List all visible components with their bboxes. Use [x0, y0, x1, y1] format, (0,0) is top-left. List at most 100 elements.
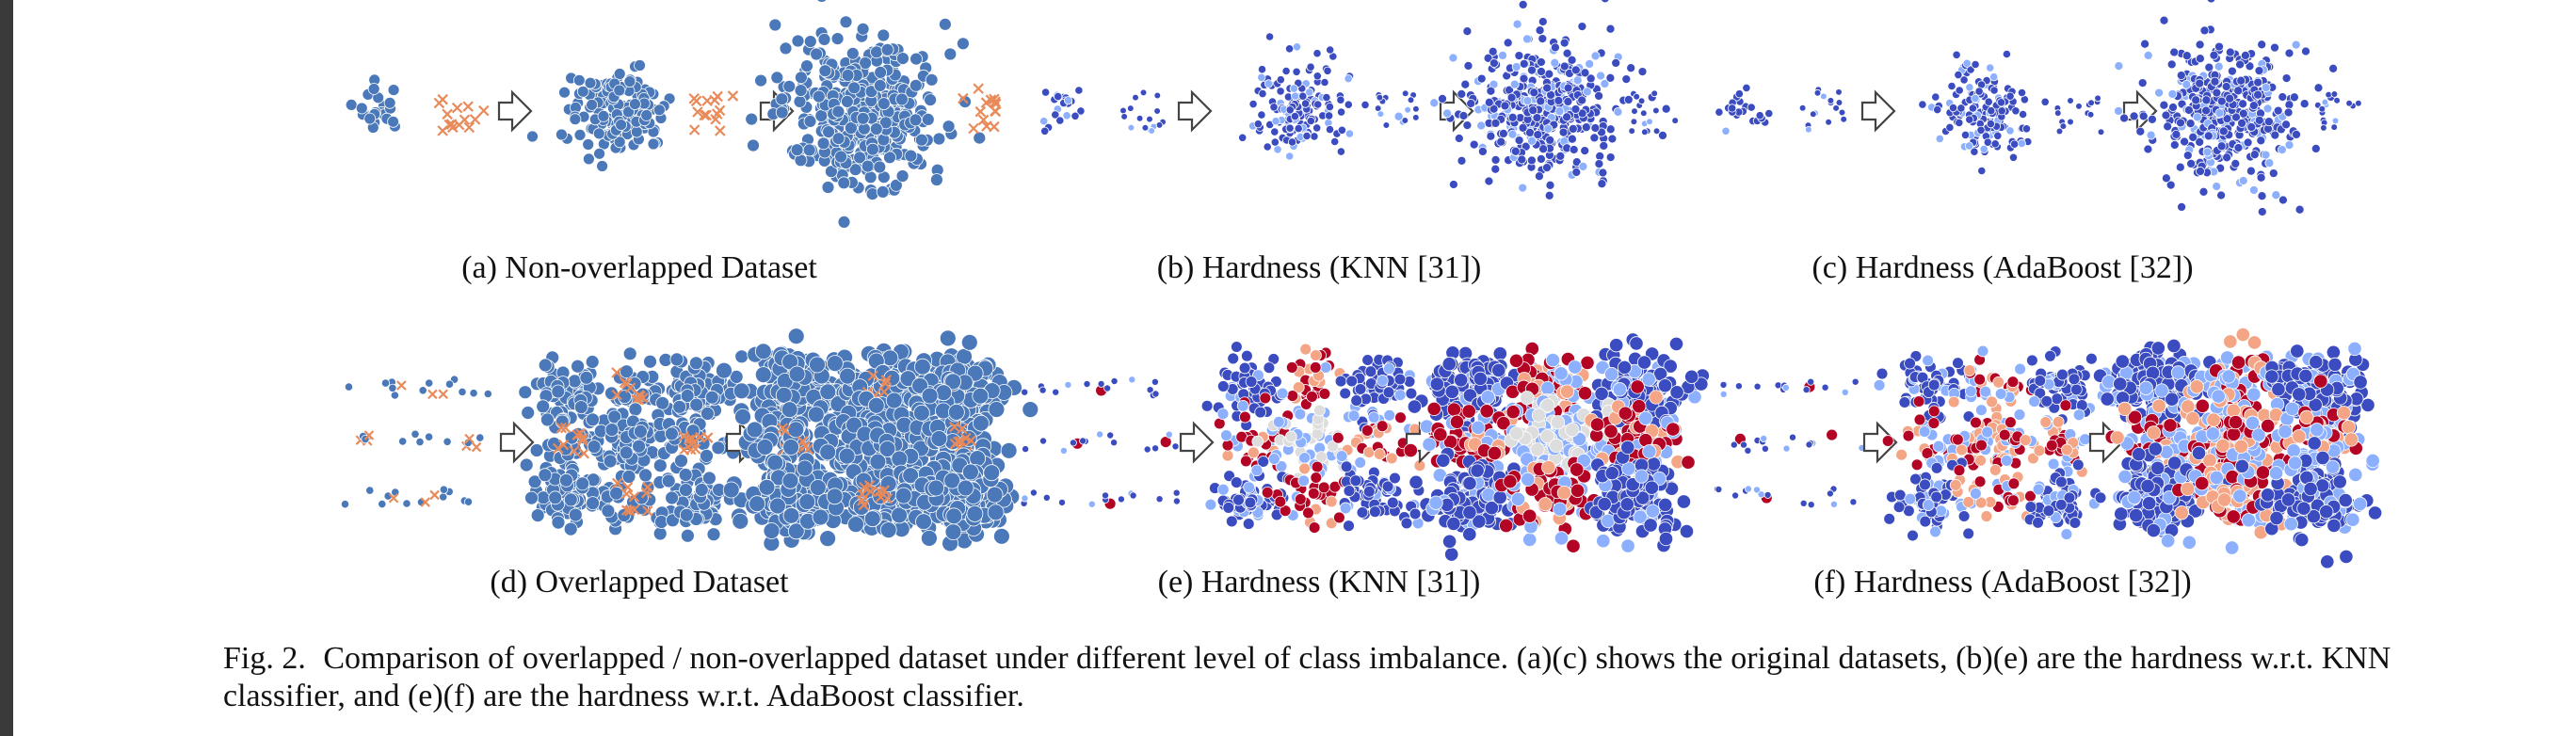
data-point [1299, 343, 1312, 356]
data-point [1216, 483, 1230, 496]
data-point [613, 136, 626, 149]
data-point [1668, 336, 1684, 352]
data-point [1518, 0, 1528, 9]
data-point [1393, 373, 1407, 386]
data-point [622, 346, 637, 361]
data-point [2238, 99, 2248, 109]
data-point [1463, 60, 1473, 71]
data-point [966, 505, 984, 522]
data-point [1643, 518, 1658, 533]
data-point [1484, 97, 1494, 107]
data-point [910, 52, 923, 66]
minority-point [1141, 124, 1150, 132]
data-point [747, 138, 760, 152]
data-point [443, 437, 452, 446]
data-point [1517, 154, 1527, 165]
data-point [1322, 93, 1331, 103]
data-point [1129, 491, 1137, 500]
data-point [930, 430, 948, 447]
data-point [781, 472, 799, 489]
minority-point [1631, 107, 1638, 115]
data-point [2253, 89, 2263, 100]
data-point [1580, 355, 1595, 371]
data-point [1649, 390, 1664, 405]
data-point [1510, 146, 1521, 156]
panel-e-plot [1020, 332, 1710, 562]
data-point [1446, 402, 1462, 417]
minority-point [2097, 128, 2105, 136]
data-point [622, 105, 635, 119]
minority-point [1840, 116, 1847, 123]
minority-point [711, 108, 723, 120]
data-point [787, 328, 805, 345]
data-point [2212, 182, 2222, 191]
minority-point [727, 90, 739, 102]
minority-point [463, 121, 475, 134]
data-point [551, 515, 566, 530]
data-point [613, 84, 626, 97]
data-point [2281, 120, 2292, 130]
data-point [2261, 150, 2271, 160]
data-point [826, 488, 844, 505]
data-point [1058, 498, 1067, 506]
data-point [1409, 507, 1422, 520]
data-point [1454, 373, 1469, 388]
data-point [957, 37, 970, 51]
minority-point [1407, 96, 1415, 104]
data-point [1271, 117, 1280, 126]
data-point [809, 479, 827, 496]
data-point [866, 142, 879, 156]
data-point [770, 71, 784, 85]
data-point [1976, 125, 1986, 135]
minority-point [1810, 110, 1817, 119]
data-point [1499, 518, 1514, 534]
data-point [1952, 50, 1961, 59]
data-point [1298, 91, 1308, 101]
data-point [822, 125, 835, 139]
data-point [689, 356, 703, 371]
data-point [1554, 95, 1564, 105]
data-point [1172, 497, 1181, 505]
data-point [944, 523, 962, 540]
data-point [1294, 124, 1303, 134]
data-point [1492, 346, 1507, 361]
data-point [1040, 126, 1050, 136]
data-point [1270, 137, 1280, 147]
data-point [1021, 388, 1029, 396]
data-point [1268, 453, 1280, 465]
data-point [530, 508, 545, 522]
data-point [745, 112, 759, 126]
window-edge-bar [0, 0, 13, 736]
data-point [1473, 371, 1488, 387]
data-point [388, 383, 397, 392]
data-point [1272, 415, 1285, 428]
data-point [2246, 122, 2257, 132]
data-point [548, 490, 563, 505]
data-point [793, 95, 807, 108]
data-point [775, 105, 789, 120]
data-point [1310, 472, 1323, 484]
data-point [345, 99, 358, 111]
data-point [1264, 79, 1274, 88]
data-point [1536, 153, 1546, 164]
data-point [1518, 183, 1528, 193]
data-point [733, 382, 750, 400]
data-point [1354, 456, 1367, 469]
data-point [2166, 59, 2177, 70]
data-point [1545, 180, 1555, 190]
data-point [1102, 491, 1110, 500]
data-point [1052, 388, 1060, 396]
data-point [2019, 109, 2028, 120]
data-point [1968, 104, 1977, 113]
data-point [2291, 40, 2301, 50]
data-point [1533, 130, 1543, 140]
minority-point [1376, 93, 1384, 102]
data-point [623, 75, 636, 88]
data-point [1566, 538, 1581, 553]
data-point [1461, 404, 1476, 419]
data-point [2017, 138, 2026, 148]
data-point [1471, 420, 1486, 435]
data-point [1462, 120, 1473, 131]
data-point [2167, 88, 2178, 99]
data-point [2264, 158, 2275, 168]
